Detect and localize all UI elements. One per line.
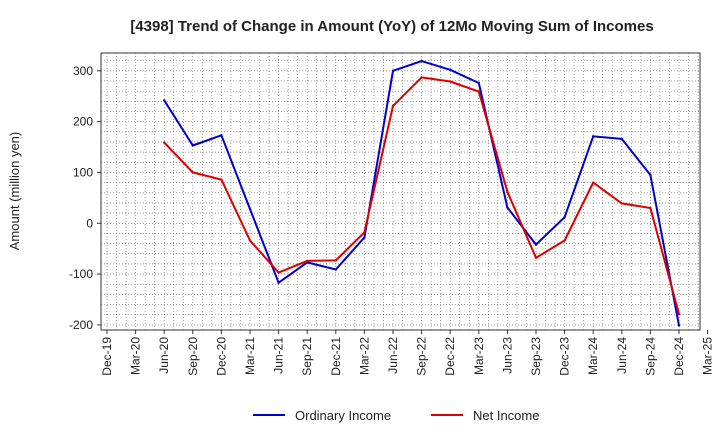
data-point: [649, 173, 652, 177]
y-tick-label: 200: [73, 115, 93, 129]
data-point: [163, 141, 166, 144]
y-tick-label: 100: [73, 165, 93, 179]
chart-title: [4398] Trend of Change in Amount (YoY) o…: [130, 18, 653, 35]
data-point: [163, 99, 166, 102]
data-point: [277, 281, 280, 284]
data-point: [563, 215, 566, 219]
data-point: [334, 268, 337, 271]
series-line-ordinary-income: [163, 60, 680, 326]
data-point: [220, 178, 223, 181]
y-tick-label: 0: [86, 216, 93, 230]
legend-label: Net Income: [473, 408, 539, 423]
x-tick-label: Jun-23: [500, 337, 514, 374]
x-tick-label: Jun-24: [615, 337, 629, 374]
data-point: [391, 104, 395, 108]
x-tick-label: Sep-22: [415, 337, 429, 376]
x-tick-label: Sep-21: [300, 337, 314, 376]
data-point: [334, 259, 337, 262]
series-lines: [163, 59, 681, 327]
data-point: [592, 181, 595, 184]
data-point: [248, 207, 252, 211]
y-axis-ticks: -200 -100 0 100 200 300: [69, 64, 101, 332]
x-tick-label: Dec-20: [214, 337, 228, 376]
data-point: [277, 271, 280, 274]
x-tick-label: Mar-24: [586, 337, 600, 375]
data-point: [477, 90, 480, 93]
y-tick-label: 300: [73, 64, 93, 78]
x-tick-label: Jun-20: [157, 337, 171, 374]
data-point: [506, 206, 509, 209]
data-point: [449, 68, 452, 71]
data-point: [677, 313, 681, 316]
x-tick-label: Sep-23: [529, 337, 543, 376]
data-point: [534, 243, 538, 246]
x-tick-label: Mar-23: [472, 337, 486, 375]
data-point: [391, 69, 395, 72]
x-tick-label: Mar-21: [243, 337, 257, 375]
data-point: [306, 259, 309, 263]
plot-area-frame: [100, 52, 701, 331]
x-tick-label: Jun-22: [386, 337, 400, 374]
x-tick-label: Mar-22: [357, 337, 371, 375]
y-axis-label: Amount (million yen): [7, 132, 22, 251]
y-tick-label: -200: [69, 318, 93, 332]
x-tick-label: Dec-23: [558, 337, 572, 376]
data-point: [620, 202, 623, 205]
x-tick-label: Mar-20: [129, 337, 143, 375]
x-axis-ticks: Dec-19 Mar-20 Jun-20 Sep-20 Dec-20 Mar-21 Jun-…: [100, 330, 715, 376]
legend-label: Ordinary Income: [295, 408, 391, 423]
x-tick-label: Mar-25: [701, 337, 715, 375]
data-point: [592, 135, 595, 138]
grid-lines: [101, 53, 700, 330]
x-tick-label: Dec-22: [443, 337, 457, 376]
data-point: [363, 236, 366, 239]
data-point: [220, 134, 223, 137]
x-tick-label: Jun-21: [272, 337, 286, 374]
data-point: [449, 80, 452, 83]
data-point: [677, 324, 681, 327]
legend: Ordinary Income Net Income: [253, 408, 539, 423]
y-tick-label: -100: [69, 267, 93, 281]
x-tick-label: Dec-21: [329, 337, 343, 376]
x-tick-label: Sep-24: [643, 337, 657, 376]
data-point: [534, 256, 538, 260]
data-point: [191, 144, 194, 147]
x-tick-label: Dec-24: [672, 337, 686, 376]
data-point: [563, 239, 566, 242]
x-tick-label: Dec-19: [100, 337, 114, 376]
data-point: [506, 190, 509, 193]
data-point: [420, 76, 423, 79]
data-point: [420, 59, 423, 63]
data-point: [477, 81, 480, 85]
data-point: [620, 137, 623, 141]
data-point: [363, 231, 366, 234]
data-point: [191, 171, 194, 174]
x-tick-label: Sep-20: [186, 337, 200, 376]
data-point: [649, 206, 652, 210]
data-point: [248, 239, 252, 242]
